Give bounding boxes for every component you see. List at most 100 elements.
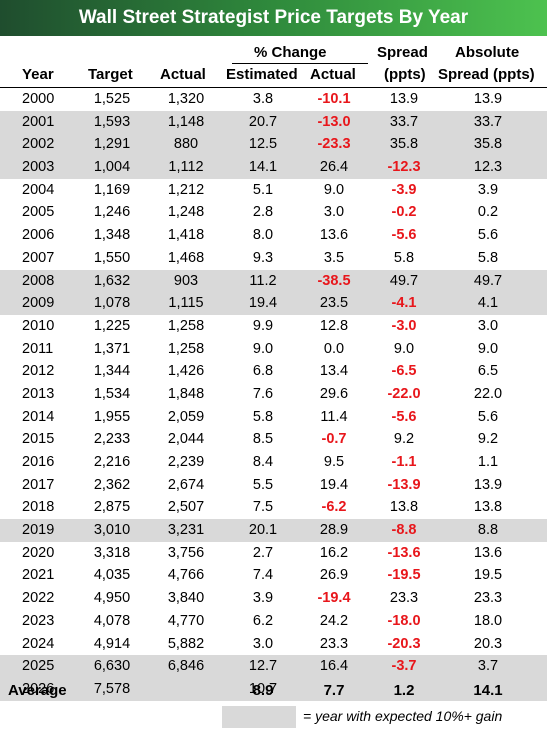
cell-actual: 4,770 <box>167 612 205 629</box>
cell-year: 2005 <box>22 204 55 221</box>
cell-act: 0.0 <box>323 340 345 357</box>
cell-est: 8.5 <box>252 431 274 448</box>
cell-target: 2,233 <box>93 431 131 448</box>
table-body: 2000 1,525 1,320 3.8 -10.1 13.9 13.9 2001 1,593 1… <box>0 88 547 701</box>
cell-year: 2014 <box>22 408 55 425</box>
cell-year: 2003 <box>22 159 55 176</box>
cell-spread: -0.2 <box>391 204 417 221</box>
cell-year: 2007 <box>22 249 55 266</box>
table-row: 2001 1,593 1,148 20.7 -13.0 33.7 33.7 <box>0 110 547 134</box>
cell-actual: 1,418 <box>167 227 205 244</box>
cell-target: 1,078 <box>93 295 131 312</box>
table-row: 2019 3,010 3,231 20.1 28.9 -8.8 8.8 <box>0 519 547 542</box>
table-row: 2020 3,318 3,756 2.7 16.2 -13.6 13.6 <box>0 542 547 565</box>
cell-actual: 1,468 <box>167 249 205 266</box>
header-year: Year <box>22 66 54 83</box>
cell-spread: 9.0 <box>393 340 415 357</box>
cell-abs: 18.0 <box>473 612 503 629</box>
cell-abs: 33.7 <box>473 113 503 130</box>
cell-est: 11.2 <box>249 272 277 289</box>
cell-spread: -22.0 <box>387 385 421 402</box>
cell-actual: 6,846 <box>167 658 205 675</box>
cell-year: 2026 <box>22 680 55 697</box>
cell-abs: 6.5 <box>477 363 499 380</box>
cell-act: 23.5 <box>319 295 349 312</box>
cell-abs: 35.8 <box>473 136 503 153</box>
cell-act: 26.4 <box>319 159 349 176</box>
cell-target: 4,950 <box>93 590 131 607</box>
cell-act: 26.9 <box>319 567 349 584</box>
cell-actual: 1,212 <box>167 181 205 198</box>
table-row: 2018 2,875 2,507 7.5 -6.2 13.8 13.8 <box>0 496 547 519</box>
cell-actual: 1,258 <box>167 340 205 357</box>
cell-actual: 4,766 <box>167 567 205 584</box>
cell-act: 12.8 <box>319 317 349 334</box>
table-row: 2002 1,291 880 12.5 -23.3 35.8 35.8 <box>0 133 547 157</box>
cell-year: 2000 <box>22 91 55 107</box>
cell-spread: -6.5 <box>391 363 417 380</box>
cell-year: 2001 <box>22 113 55 130</box>
header-absolute-bottom: Spread (ppts) <box>438 66 535 83</box>
cell-actual: 2,044 <box>167 431 205 448</box>
cell-abs: 3.9 <box>477 181 499 198</box>
table-row: 2000 1,525 1,320 3.8 -10.1 13.9 13.9 <box>0 88 547 111</box>
cell-act: 19.4 <box>319 476 349 493</box>
cell-spread: 23.3 <box>389 590 419 607</box>
cell-spread: -3.0 <box>391 317 417 334</box>
header-spread-top: Spread <box>377 44 428 61</box>
cell-abs: 12.3 <box>473 159 503 176</box>
table-row: 2022 4,950 3,840 3.9 -19.4 23.3 23.3 <box>0 587 547 610</box>
cell-est: 14.1 <box>248 159 278 176</box>
cell-year: 2002 <box>22 136 55 153</box>
cell-act: 3.0 <box>323 204 345 221</box>
cell-target: 1,344 <box>93 363 131 380</box>
cell-spread: 35.8 <box>389 136 419 153</box>
table-row: 2009 1,078 1,115 19.4 23.5 -4.1 4.1 <box>0 292 547 315</box>
cell-est: 7.4 <box>252 567 274 584</box>
header-absolute-top: Absolute <box>455 44 520 61</box>
cell-abs: 8.8 <box>477 522 499 539</box>
cell-abs: 13.8 <box>473 499 503 516</box>
cell-abs: 5.6 <box>477 408 499 425</box>
legend-swatch <box>222 706 296 728</box>
pct-change-underline <box>232 63 368 64</box>
cell-est: 19.4 <box>248 295 278 312</box>
table-row: 2015 2,233 2,044 8.5 -0.7 9.2 9.2 <box>0 428 547 451</box>
cell-actual: 2,239 <box>167 454 205 470</box>
cell-est: 5.1 <box>252 181 274 198</box>
cell-abs: 5.8 <box>477 249 499 266</box>
cell-target: 4,914 <box>93 635 131 652</box>
cell-abs: 3.7 <box>477 658 499 675</box>
cell-year: 2022 <box>22 590 55 607</box>
cell-year: 2019 <box>22 522 55 539</box>
legend-text: = year with expected 10%+ gain <box>303 708 503 724</box>
cell-spread: -19.5 <box>387 567 421 584</box>
cell-est: 2.7 <box>252 544 274 561</box>
cell-target: 4,035 <box>93 567 131 584</box>
cell-actual: 3,231 <box>167 522 205 539</box>
cell-act: 13.4 <box>319 363 349 380</box>
cell-target: 1,525 <box>93 91 131 107</box>
cell-target: 3,318 <box>93 544 131 561</box>
cell-act: 28.9 <box>319 522 349 539</box>
cell-est: 5.8 <box>252 408 274 425</box>
cell-actual: 1,112 <box>168 159 204 176</box>
header-divider <box>0 87 547 88</box>
table-row: 2021 4,035 4,766 7.4 26.9 -19.5 19.5 <box>0 564 547 587</box>
cell-target: 1,291 <box>93 136 131 153</box>
cell-est: 3.8 <box>252 91 274 107</box>
cell-abs: 9.2 <box>477 431 499 448</box>
cell-act: -0.7 <box>321 431 347 448</box>
cell-act: -6.2 <box>321 499 347 516</box>
cell-est: 8.4 <box>252 454 274 470</box>
cell-est: 3.0 <box>252 635 274 652</box>
average-absolute-spread: 14.1 <box>473 682 503 699</box>
cell-actual: 1,258 <box>167 317 205 334</box>
cell-target: 1,632 <box>93 272 131 289</box>
table-row: 2016 2,216 2,239 8.4 9.5 -1.1 1.1 <box>0 451 547 474</box>
table-row: 2010 1,225 1,258 9.9 12.8 -3.0 3.0 <box>0 315 547 338</box>
cell-spread: -13.6 <box>387 544 421 561</box>
cell-target: 7,578 <box>93 680 131 697</box>
cell-spread: -4.1 <box>391 295 417 312</box>
cell-est: 7.6 <box>252 385 274 402</box>
